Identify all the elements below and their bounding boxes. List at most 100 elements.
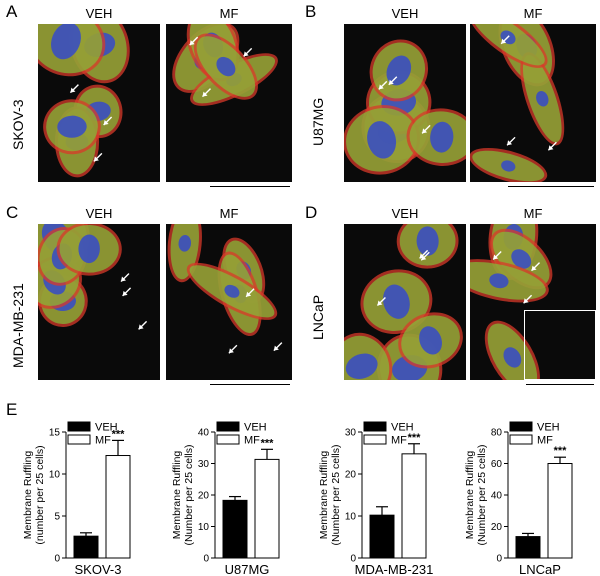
legend-label-mf: MF xyxy=(537,435,553,447)
cell-shape xyxy=(470,147,548,182)
legend-swatch-mf xyxy=(509,434,533,445)
cell-shape xyxy=(470,259,549,303)
legend-label-mf: MF xyxy=(391,435,407,447)
label-mf-a: MF xyxy=(219,6,239,21)
chart-skov3: 0 5 10 15 Membrane Ruffling (number per 25 ce… xyxy=(22,421,131,576)
legend-swatch-mf xyxy=(216,434,240,445)
legend-swatch-veh xyxy=(363,421,387,432)
cell-shape xyxy=(369,39,429,102)
cell-line-label-c: MDA-MB-231 xyxy=(10,283,26,368)
bar-mf xyxy=(547,463,573,559)
label-veh-c: VEH xyxy=(85,206,113,221)
y-tick-label: 20 xyxy=(198,491,210,502)
bar-veh xyxy=(369,514,395,559)
y-tick-label: 20 xyxy=(345,470,357,481)
y-tick-label: 30 xyxy=(345,428,357,439)
y-tick-label: 10 xyxy=(198,522,210,533)
bar-veh xyxy=(515,536,541,559)
cell-shape xyxy=(406,108,466,166)
y-axis-sublabel: (Number per 25 cells) xyxy=(183,445,195,546)
y-tick-label: 10 xyxy=(49,470,61,481)
cell-shape xyxy=(56,224,122,276)
micrograph-c-mf xyxy=(166,224,292,380)
y-tick-label: 80 xyxy=(491,428,503,439)
x-axis-label: LNCaP xyxy=(519,562,561,576)
significance-label: *** xyxy=(261,437,275,449)
panel-letter-b: B xyxy=(305,2,317,21)
x-axis-label: U87MG xyxy=(225,562,270,576)
label-veh-b: VEH xyxy=(391,6,419,21)
legend-label-veh: VEH xyxy=(244,422,267,434)
cell-line-label-a: SKOV-3 xyxy=(10,99,26,150)
bar-veh xyxy=(73,535,99,559)
chart-u87mg: 0 10 20 30 40 Membrane Ruffling (Number per 25… xyxy=(171,421,280,576)
inset-frame-d xyxy=(524,310,596,380)
label-veh-a: VEH xyxy=(85,6,113,21)
cell-shape xyxy=(38,24,106,77)
y-axis-label: Membrane Ruffling xyxy=(464,451,476,540)
micrograph-c-veh xyxy=(38,224,160,380)
chart-lncap: 0 20 40 60 80 Membrane Ruffling (Number per 25… xyxy=(464,421,573,576)
micrograph-b-veh xyxy=(344,24,466,182)
cell-shape xyxy=(193,33,258,100)
y-tick-label: 10 xyxy=(345,512,357,523)
y-tick-label: 30 xyxy=(198,459,210,470)
cell-line-label-b: U87MG xyxy=(310,97,326,146)
label-mf-c: MF xyxy=(219,206,239,221)
micrograph-a-mf xyxy=(166,24,292,182)
y-tick-label: 40 xyxy=(198,428,210,439)
y-tick-label: 5 xyxy=(54,512,60,523)
cell-shape xyxy=(344,332,393,380)
significance-label: *** xyxy=(554,445,568,457)
bar-veh xyxy=(222,499,248,559)
y-tick-label: 0 xyxy=(350,554,356,565)
scale-bar-a xyxy=(210,186,290,187)
cell-line-label-d: LNCaP xyxy=(310,294,326,340)
bar-mf xyxy=(401,453,427,559)
legend-swatch-veh xyxy=(67,421,91,432)
legend-label-mf: MF xyxy=(95,435,111,447)
y-tick-label: 60 xyxy=(491,459,503,470)
label-mf-b: MF xyxy=(523,6,543,21)
label-mf-d: MF xyxy=(523,206,543,221)
cell-shape xyxy=(344,105,421,175)
bar-mf xyxy=(254,458,280,559)
y-tick-label: 15 xyxy=(49,428,61,439)
legend-label-veh: VEH xyxy=(95,422,118,434)
label-veh-d: VEH xyxy=(391,206,419,221)
bar-mf xyxy=(105,455,131,559)
y-tick-label: 40 xyxy=(491,491,503,502)
micrograph-a-veh xyxy=(38,24,160,182)
scale-bar-b xyxy=(508,186,594,187)
y-axis-label: Membrane Ruffling xyxy=(318,451,330,540)
cell-shape xyxy=(167,224,202,283)
cell-shape xyxy=(360,269,433,335)
scale-bar-d xyxy=(526,384,594,385)
y-axis-sublabel: (number per 25 cells) xyxy=(34,445,46,544)
significance-label: *** xyxy=(408,432,422,444)
y-axis-label: Membrane Ruffling xyxy=(171,451,183,540)
x-axis-label: MDA-MB-231 xyxy=(355,562,434,576)
x-axis-label: SKOV-3 xyxy=(75,562,122,576)
micrograph-b-mf xyxy=(470,24,596,182)
cell-shape xyxy=(520,52,565,146)
chart-mda-mb-231: 0 10 20 30 Membrane Ruffling (Number per 25 c… xyxy=(318,421,434,576)
y-tick-label: 20 xyxy=(491,522,503,533)
legend-swatch-mf xyxy=(67,434,91,445)
panel-letter-d: D xyxy=(305,203,318,222)
legend-swatch-mf xyxy=(363,434,387,445)
cell-shape xyxy=(490,228,553,290)
legend-swatch-veh xyxy=(216,421,240,432)
legend-label-mf: MF xyxy=(244,435,260,447)
y-axis-label: Membrane Ruffling xyxy=(22,451,34,540)
micrograph-d-veh xyxy=(344,224,466,380)
legend-label-veh: VEH xyxy=(537,422,560,434)
cell-shape xyxy=(396,224,459,269)
panel-letter-a: A xyxy=(6,2,18,21)
y-tick-label: 0 xyxy=(54,554,60,565)
cell-shape xyxy=(186,262,278,320)
cell-shape xyxy=(398,312,463,369)
micrograph-d-mf xyxy=(470,224,596,380)
legend-swatch-veh xyxy=(509,421,533,432)
y-axis-sublabel: (Number per 25 cells) xyxy=(330,445,342,546)
